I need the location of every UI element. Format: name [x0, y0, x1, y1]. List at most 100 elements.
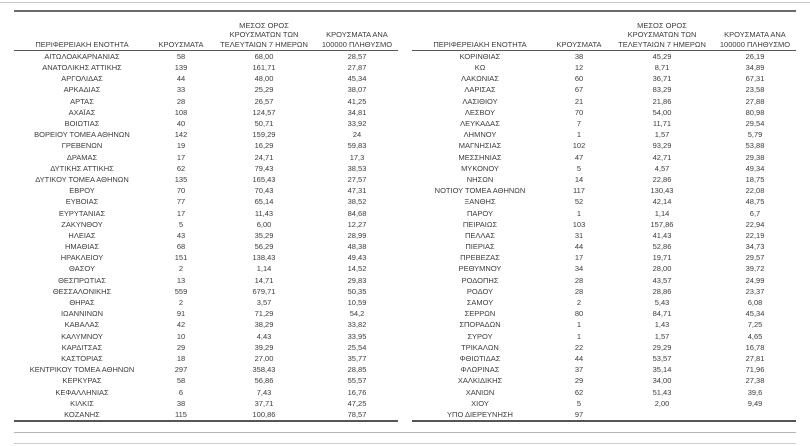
per100k-cell: 39,72 — [745, 264, 765, 274]
table-row: ΦΘΙΩΤΙΔΑΣ 44 53,57 27,81 — [412, 353, 796, 364]
per100k-cell — [714, 409, 796, 423]
per100k-cell: 26,19 — [745, 51, 765, 61]
region-cell: ΑΙΤΩΛΟΑΚΑΡΝΑΝΙΑΣ — [44, 51, 120, 61]
cases-cell: 58 — [176, 51, 186, 61]
per100k-cell: 78,57 — [316, 409, 398, 423]
per100k-cell: 4,65 — [747, 331, 763, 341]
per100k-cell: 48,75 — [745, 197, 765, 207]
table-row: ΠΕΙΡΑΙΩΣ 103 157,86 22,94 — [412, 219, 796, 230]
per100k-cell: 41,25 — [347, 96, 367, 106]
region-cell: ΠΡΕΒΕΖΑΣ — [460, 253, 500, 263]
per100k-cell: 22,19 — [745, 230, 765, 240]
cases-cell: 297 — [174, 365, 188, 375]
table-row: ΑΧΑΪΑΣ 108 124,57 34,81 — [14, 107, 398, 118]
region-cell: ΛΕΥΚΑΔΑΣ — [460, 119, 500, 129]
per100k-cell: 45,34 — [745, 309, 765, 319]
per100k-cell: 48,38 — [347, 242, 367, 252]
cases-cell: 5 — [576, 398, 582, 408]
avg7-cell: 42,71 — [652, 152, 672, 162]
per100k-cell: 38,07 — [347, 85, 367, 95]
cases-cell: 2 — [178, 298, 184, 308]
region-cell: ΛΕΣΒΟΥ — [464, 107, 496, 117]
avg7-cell: 161,71 — [252, 63, 276, 73]
table-row: ΣΠΟΡΑΔΩΝ 1 1,43 7,25 — [412, 320, 796, 331]
per100k-cell: 6,7 — [749, 208, 761, 218]
table-row: ΠΡΕΒΕΖΑΣ 17 19,71 29,57 — [412, 252, 796, 263]
avg7-cell: 22,86 — [652, 174, 672, 184]
top-thin-rule — [0, 2, 810, 3]
table-row: ΝΟΤΙΟΥ ΤΟΜΕΑ ΑΘΗΝΩΝ 117 130,43 22,08 — [412, 185, 796, 196]
region-cell: ΛΑΚΩΝΙΑΣ — [461, 74, 499, 84]
avg7-cell: 35,29 — [254, 230, 274, 240]
avg7-cell: 71,29 — [254, 309, 274, 319]
column-header-region: ΠΕΡΙΦΕΡΕΙΑΚΗ ΕΝΟΤΗΤΑ — [14, 14, 150, 51]
per100k-cell: 14,52 — [347, 264, 367, 274]
per100k-cell: 6,08 — [747, 298, 763, 308]
table-row: ΠΑΡΟΥ 1 1,14 6,7 — [412, 208, 796, 219]
avg7-cell: 679,71 — [252, 286, 276, 296]
avg7-cell: 36,71 — [652, 74, 672, 84]
per100k-cell: 38,53 — [347, 163, 367, 173]
region-cell: ΦΘΙΩΤΙΔΑΣ — [459, 353, 501, 363]
per100k-cell: 33,82 — [347, 320, 367, 330]
avg7-cell: 124,57 — [252, 107, 276, 117]
region-cell: ΚΟΖΑΝΗΣ — [14, 409, 150, 423]
table-row: ΘΕΣΠΡΩΤΙΑΣ 13 14,71 29,83 — [14, 275, 398, 286]
region-cell: ΘΕΣΣΑΛΟΝΙΚΗΣ — [52, 286, 112, 296]
cases-cell: 10 — [176, 331, 186, 341]
cases-cell: 62 — [176, 163, 186, 173]
per100k-cell: 7,25 — [747, 320, 763, 330]
table-row: ΚΕΦΑΛΛΗΝΙΑΣ 6 7,43 16,76 — [14, 387, 398, 398]
cases-cell: 13 — [176, 275, 186, 285]
avg7-cell: 138,43 — [252, 253, 276, 263]
table-row: ΚΕΡΚΥΡΑΣ 58 56,86 55,57 — [14, 375, 398, 386]
table-row: ΧΑΝΙΩΝ 62 51,43 39,6 — [412, 387, 796, 398]
region-cell: ΡΟΔΟΥ — [466, 286, 494, 296]
per100k-cell: 22,08 — [745, 186, 765, 196]
table-row: ΒΟΙΩΤΙΑΣ 40 50,71 33,92 — [14, 118, 398, 129]
cases-cell: 29 — [574, 376, 584, 386]
region-cell: ΣΥΡΟΥ — [467, 331, 493, 341]
cases-cell: 38 — [574, 51, 584, 61]
per100k-cell: 47,25 — [347, 398, 367, 408]
cases-cell: 40 — [176, 119, 186, 129]
region-cell: ΝΗΣΩΝ — [466, 174, 494, 184]
cases-cell: 1 — [576, 320, 582, 330]
region-cell: ΛΑΡΙΣΑΣ — [464, 85, 496, 95]
table-body-right: ΚΟΡΙΝΘΙΑΣ 38 45,29 26,19 ΚΩ 12 8,71 34,89 ΛΑΚΩΝΙ… — [412, 51, 796, 423]
cases-cell: 18 — [176, 353, 186, 363]
table-row: ΚΕΝΤΡΙΚΟΥ ΤΟΜΕΑ ΑΘΗΝΩΝ 297 358,43 28,85 — [14, 364, 398, 375]
column-header-cases: ΚΡΟΥΣΜΑΤΑ — [150, 14, 212, 51]
table-row: ΣΑΜΟΥ 2 5,43 6,08 — [412, 297, 796, 308]
avg7-cell: 16,29 — [254, 141, 274, 151]
region-cell: ΛΑΣΙΘΙΟΥ — [462, 96, 498, 106]
cases-cell: 31 — [574, 230, 584, 240]
table-row: ΗΜΑΘΙΑΣ 68 56,29 48,38 — [14, 241, 398, 252]
region-cell: ΚΕΦΑΛΛΗΝΙΑΣ — [55, 387, 109, 397]
region-cell: ΧΑΝΙΩΝ — [465, 387, 495, 397]
region-cell: ΛΗΜΝΟΥ — [463, 130, 497, 140]
region-cell: ΑΡΤΑΣ — [70, 96, 94, 106]
table-row: ΚΑΒΑΛΑΣ 42 38,29 33,82 — [14, 320, 398, 331]
per100k-cell: 16,76 — [347, 387, 367, 397]
avg7-cell: 39,29 — [254, 342, 274, 352]
region-cell: ΕΥΒΟΙΑΣ — [65, 197, 99, 207]
per100k-cell: 71,96 — [745, 365, 765, 375]
avg7-cell: 21,86 — [652, 96, 672, 106]
cases-cell: 117 — [573, 186, 585, 196]
per100k-cell: 28,99 — [347, 230, 367, 240]
cases-cell: 70 — [176, 186, 186, 196]
cases-cell: 1 — [576, 130, 582, 140]
region-cell: ΚΕΝΤΡΙΚΟΥ ΤΟΜΕΑ ΑΘΗΝΩΝ — [29, 365, 135, 375]
table-row: ΔΡΑΜΑΣ 17 24,71 17,3 — [14, 152, 398, 163]
avg7-cell: 54,00 — [652, 107, 672, 117]
avg7-cell: 38,29 — [254, 320, 274, 330]
avg7-cell: 24,71 — [254, 152, 274, 162]
table-row: ΡΕΘΥΜΝΟΥ 34 28,00 39,72 — [412, 264, 796, 275]
per100k-cell: 35,77 — [347, 353, 367, 363]
cases-cell: 44 — [176, 74, 186, 84]
table-row: ΕΥΒΟΙΑΣ 77 65,14 38,52 — [14, 196, 398, 207]
cases-cell: 5 — [576, 163, 582, 173]
region-cell: ΗΛΕΙΑΣ — [68, 230, 96, 240]
region-cell: ΙΩΑΝΝΙΝΩΝ — [60, 309, 104, 319]
